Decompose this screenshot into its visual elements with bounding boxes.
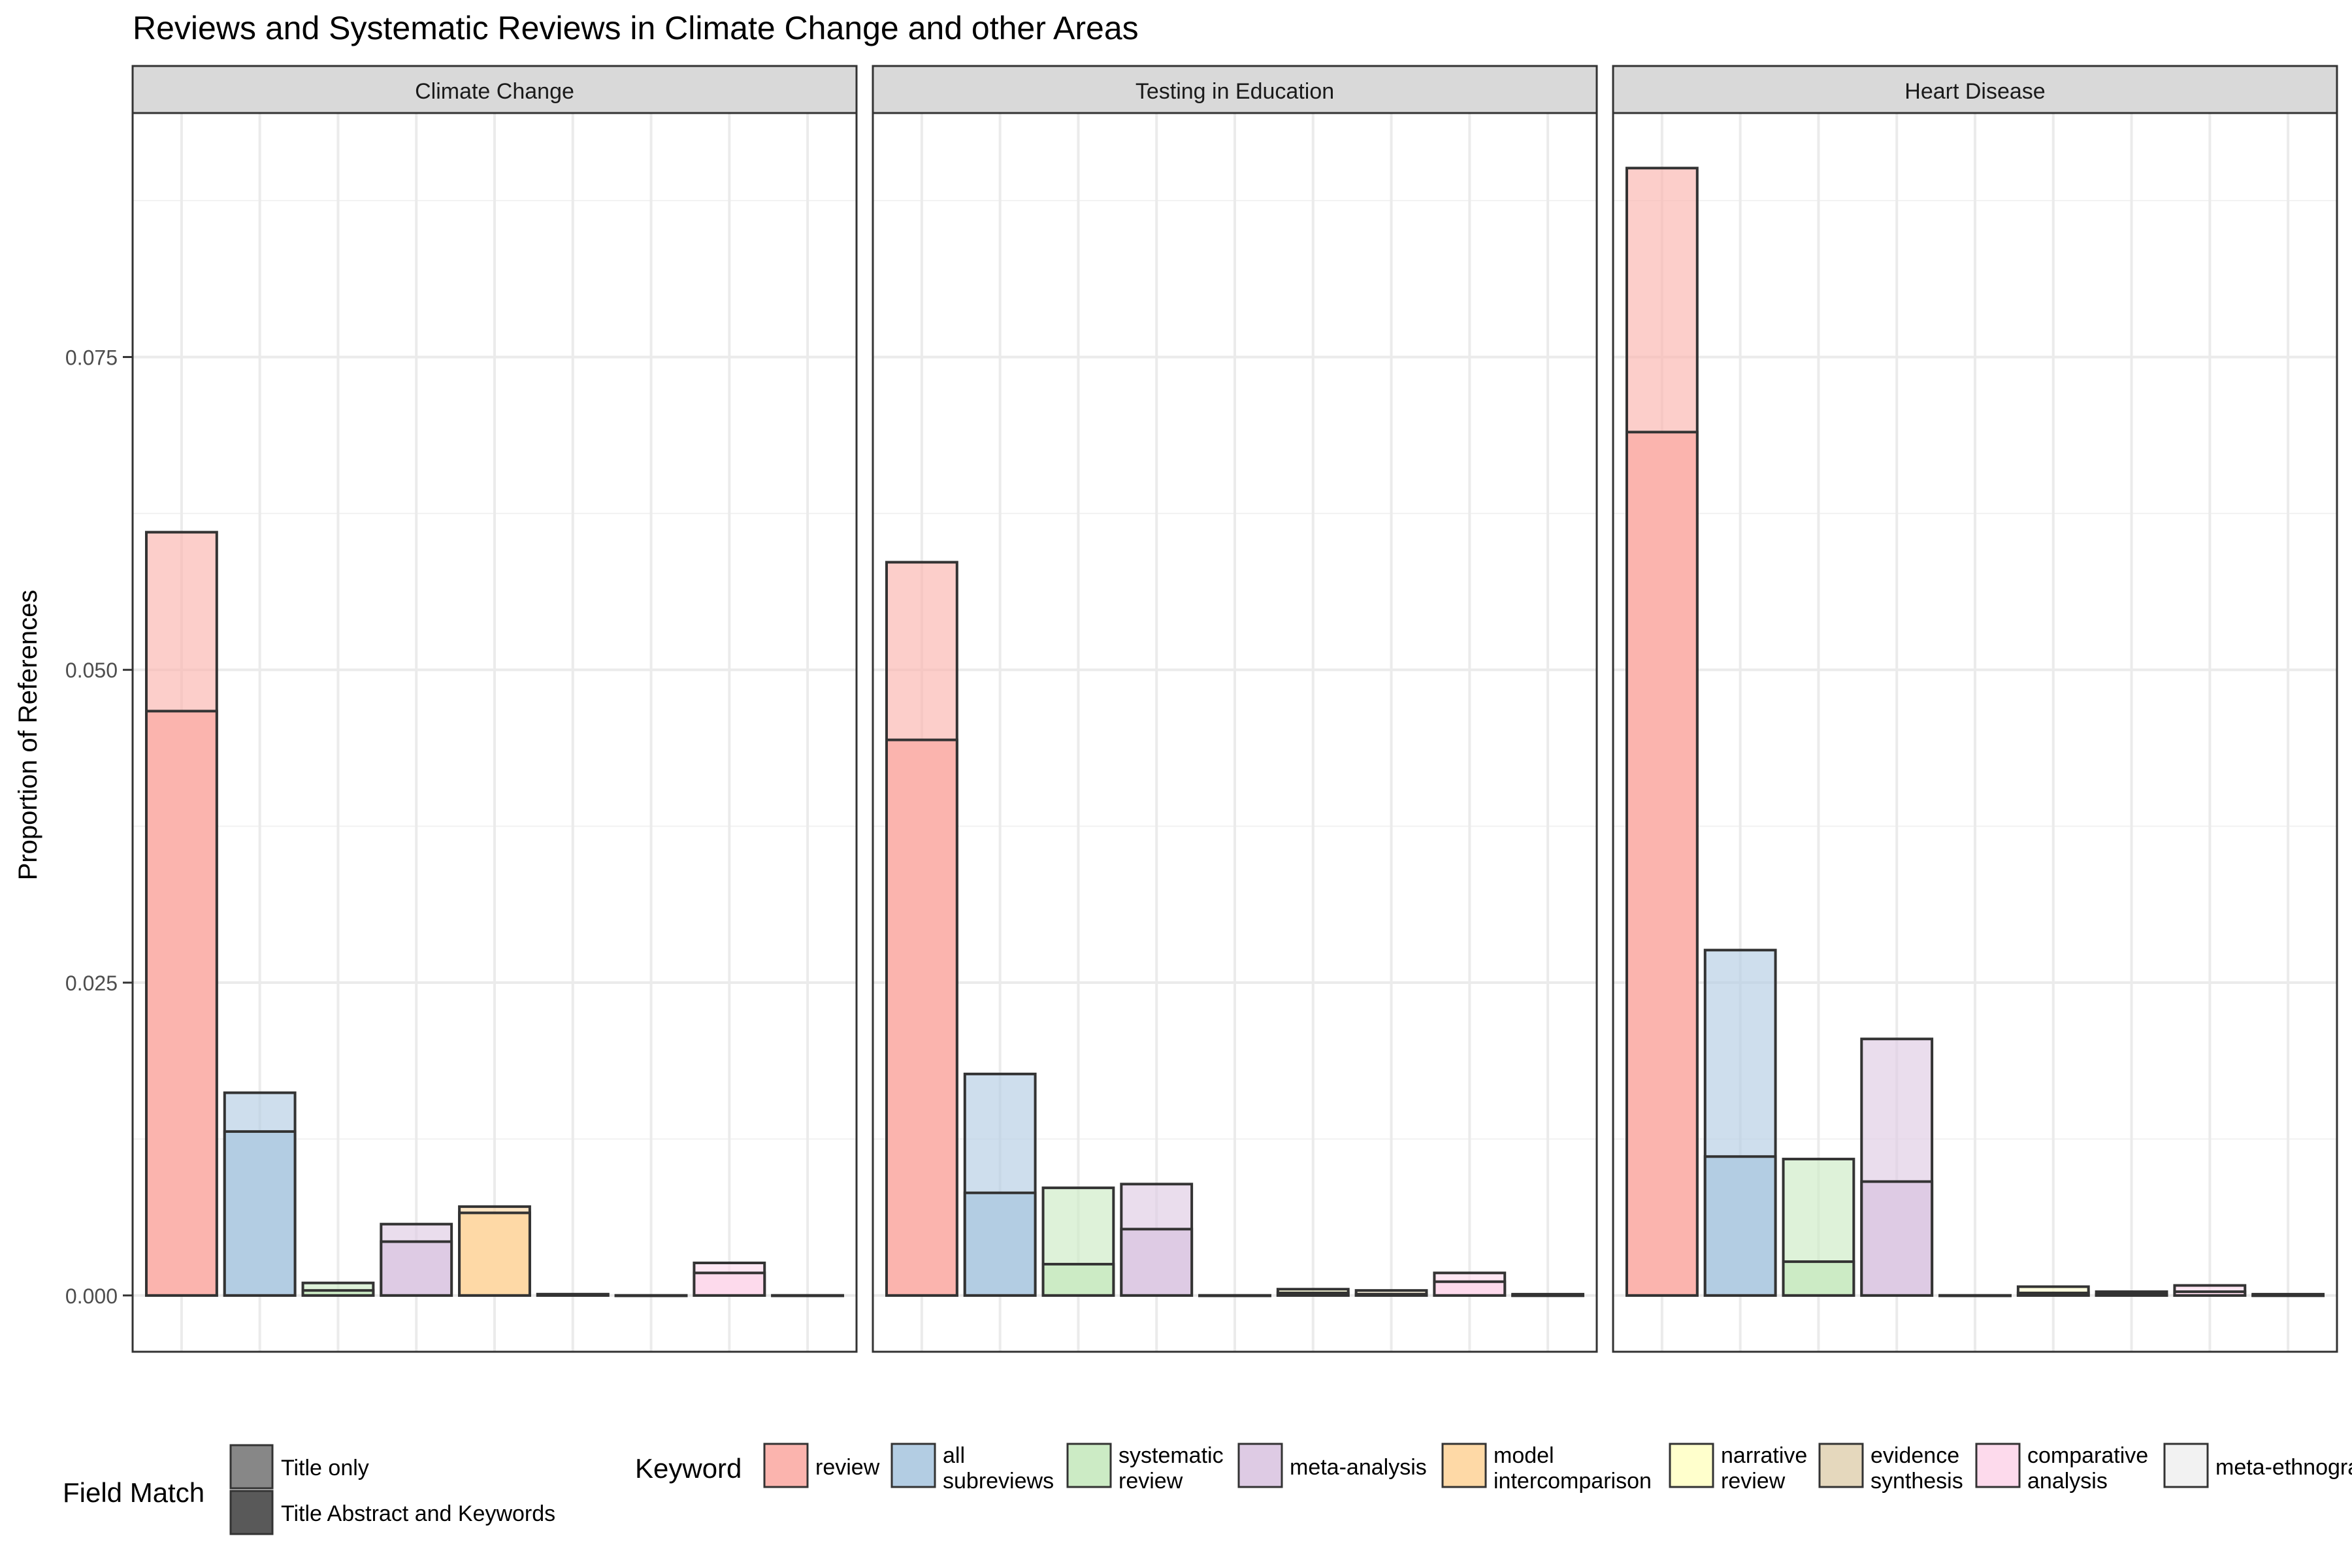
legend-keyword-label: all subreviews — [943, 1443, 1054, 1494]
facet-label: Climate Change — [415, 79, 574, 104]
bar-title-only — [1433, 1280, 1507, 1297]
y-tick-label: 0.000 — [65, 1284, 118, 1308]
bar-title-only — [1354, 1292, 1428, 1297]
legend-keyword-key — [1066, 1443, 1112, 1488]
legend-keyword-key — [890, 1443, 936, 1488]
facet-label: Heart Disease — [1904, 79, 2045, 104]
facet-label: Testing in Education — [1135, 79, 1334, 104]
bar-title-only — [380, 1240, 453, 1297]
bar-title-only — [2095, 1292, 2168, 1297]
bar-title-only — [1041, 1262, 1115, 1297]
bar-title-only — [536, 1292, 610, 1297]
y-tick-label: 0.050 — [65, 659, 118, 682]
facet-strip — [1612, 65, 2338, 114]
legend-keyword-key — [763, 1443, 809, 1488]
legend-keyword-title: Keyword — [635, 1453, 742, 1484]
bar-title-only — [2173, 1290, 2247, 1297]
legend: Field Match Title only Title Abstract and … — [63, 1443, 2352, 1535]
bar-title-only — [1703, 1155, 1777, 1297]
bar-title-only — [1120, 1228, 1194, 1297]
legend-field-match-title: Field Match — [63, 1477, 204, 1508]
chart-title: Reviews and Systematic Reviews in Climat… — [133, 10, 1139, 46]
bar-title-only — [1625, 431, 1699, 1297]
bar-title-only — [1782, 1260, 1855, 1297]
facet-strip — [872, 65, 1598, 114]
legend-field-match-key — [229, 1490, 274, 1535]
panels: Climate Change Testing in Education Heart … — [65, 65, 2338, 1353]
bar-title-only — [144, 710, 218, 1297]
bar-title-only — [2016, 1291, 2090, 1297]
facet-panel: Heart Disease — [1612, 65, 2338, 1353]
y-tick-label: 0.025 — [65, 972, 118, 995]
legend-keyword-key — [1669, 1443, 1714, 1488]
legend-keyword-label: review — [815, 1455, 880, 1480]
legend-keyword-key — [1818, 1443, 1864, 1488]
legend-keyword-key — [1975, 1443, 2021, 1488]
legend-keyword-key — [1441, 1443, 1487, 1488]
legend-keyword-label: meta-ethnography — [2215, 1455, 2352, 1480]
bar-title-only — [458, 1211, 531, 1297]
legend-keyword-label: narrative review — [1721, 1443, 1807, 1494]
y-tick-label: 0.075 — [65, 346, 118, 369]
y-axis: 0.000 0.025 0.050 0.075 — [65, 346, 133, 1308]
bar-title-only — [223, 1130, 297, 1297]
bar-title-only — [693, 1271, 766, 1297]
bar-title-only — [963, 1191, 1037, 1297]
bar-title-only — [301, 1289, 375, 1297]
legend-field-match-label: Title only — [281, 1456, 369, 1480]
legend-keyword-label: evidence synthesis — [1870, 1443, 1963, 1494]
legend-keyword-key — [2163, 1443, 2209, 1488]
legend-keyword-label: model intercomparison — [1494, 1443, 1652, 1494]
facet-panel: Climate Change — [131, 65, 858, 1353]
y-axis-label: Proportion of References — [14, 590, 42, 881]
legend-field-match-key — [229, 1444, 274, 1490]
facet-strip — [131, 65, 858, 114]
bar-title-only — [1860, 1180, 1934, 1297]
legend-keyword-label: meta-analysis — [1290, 1455, 1427, 1480]
bar-title-only — [1276, 1291, 1350, 1297]
legend-field-match-label: Title Abstract and Keywords — [281, 1501, 555, 1526]
legend-keyword-label: systematic review — [1119, 1443, 1224, 1494]
legend-keyword-label: comparative analysis — [2027, 1443, 2148, 1494]
legend-keyword-key — [1237, 1443, 1283, 1488]
bar-title-only — [885, 738, 958, 1297]
facet-panel: Testing in Education — [872, 65, 1598, 1353]
